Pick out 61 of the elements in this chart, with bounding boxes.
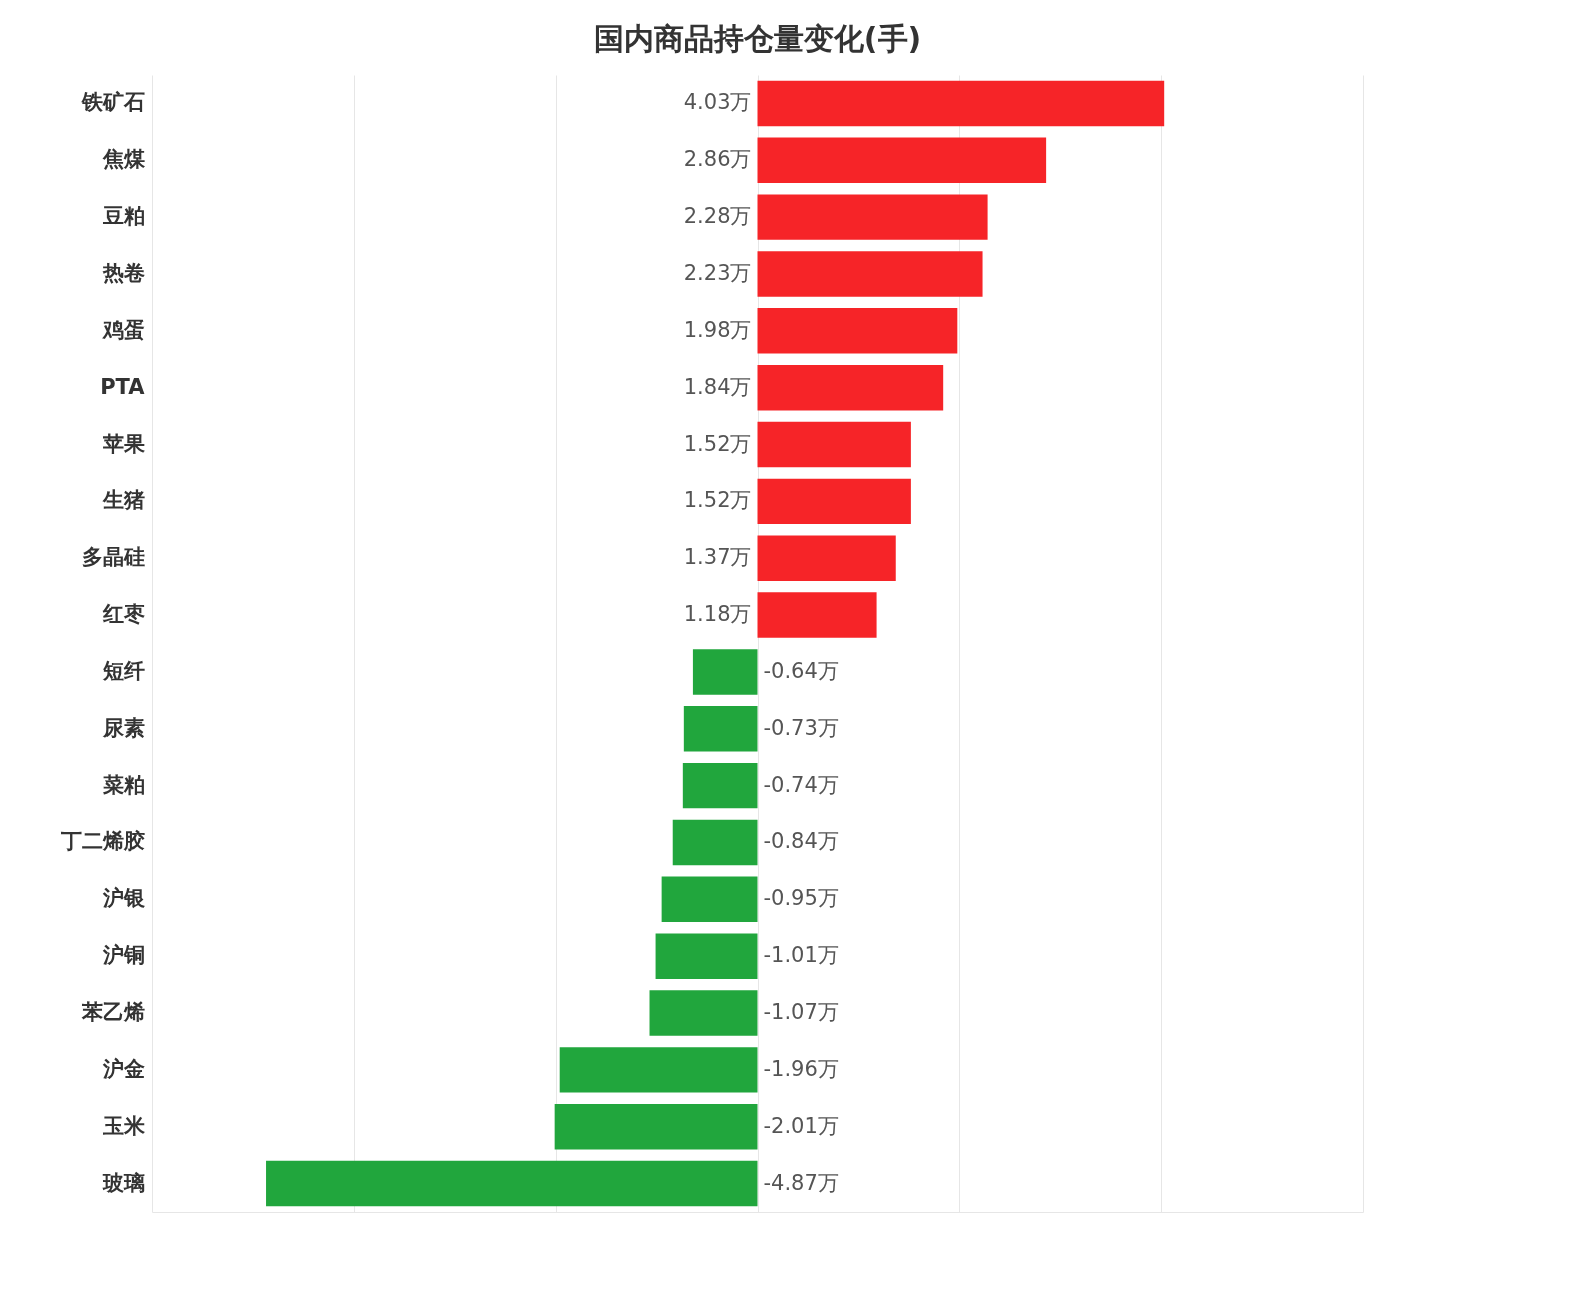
bar [682, 762, 758, 809]
y-tick-label: 苯乙烯 [80, 1000, 145, 1025]
data-label: 2.23万 [683, 260, 752, 285]
data-label: 1.52万 [683, 431, 752, 456]
data-label: -0.64万 [763, 658, 839, 683]
bar [661, 876, 758, 923]
bar [672, 819, 758, 866]
data-label: -2.01万 [763, 1113, 839, 1138]
y-tick-label: 丁二烯胶 [59, 829, 145, 854]
bar [683, 706, 758, 752]
data-label: -0.74万 [763, 772, 839, 797]
data-label: 2.86万 [683, 147, 752, 172]
data-label: 1.52万 [683, 488, 752, 513]
y-tick-label: 热卷 [101, 260, 145, 285]
data-label: 1.84万 [683, 374, 752, 399]
y-tick-label: 尿素 [101, 715, 145, 740]
y-tick-label: 沪金 [101, 1056, 145, 1081]
data-label: -1.01万 [763, 943, 839, 968]
y-tick-label: 沪铜 [101, 943, 145, 968]
y-tick-label: 多晶硅 [81, 545, 145, 570]
bar [757, 364, 944, 411]
y-tick-label: 短纤 [101, 658, 145, 683]
y-tick-label: 豆粕 [101, 204, 145, 229]
bar [649, 990, 758, 1036]
bar [757, 194, 988, 240]
bar [757, 251, 983, 297]
data-label: 1.98万 [683, 317, 752, 342]
bar [757, 80, 1165, 127]
y-tick-label: 苹果 [101, 431, 145, 456]
bar [655, 933, 758, 979]
y-tick-label: 红枣 [101, 602, 145, 627]
y-tick-label: 鸡蛋 [101, 317, 145, 342]
bar [692, 649, 758, 695]
y-tick-label: 玻璃 [101, 1170, 145, 1195]
data-label: 1.18万 [683, 602, 752, 627]
data-label: -1.96万 [763, 1056, 839, 1081]
chart-title: 国内商品持仓量变化(手) [593, 21, 922, 56]
y-tick-label: 沪银 [101, 886, 146, 911]
data-label: -0.73万 [763, 715, 839, 740]
bar [757, 478, 911, 525]
y-tick-label: PTA [100, 374, 146, 399]
bar [554, 1103, 758, 1150]
y-tick-label: 焦煤 [101, 147, 146, 172]
bar [757, 592, 877, 638]
data-label: 4.03万 [683, 90, 752, 115]
y-tick-label: 铁矿石 [80, 90, 145, 115]
bar [757, 535, 896, 581]
data-label: -1.07万 [763, 1000, 839, 1025]
y-tick-label: 生猪 [101, 488, 145, 513]
bar [559, 1047, 758, 1093]
y-tick-label: 菜粕 [101, 772, 145, 797]
data-label: -0.95万 [763, 886, 839, 911]
data-label: -4.87万 [763, 1170, 839, 1195]
bar [757, 421, 911, 468]
data-label: 2.28万 [683, 204, 752, 229]
bar [757, 308, 958, 354]
bar [757, 137, 1047, 184]
bar [266, 1160, 758, 1207]
data-label: -0.84万 [763, 829, 839, 854]
data-label: 1.37万 [683, 545, 752, 570]
y-tick-label: 玉米 [101, 1113, 146, 1138]
